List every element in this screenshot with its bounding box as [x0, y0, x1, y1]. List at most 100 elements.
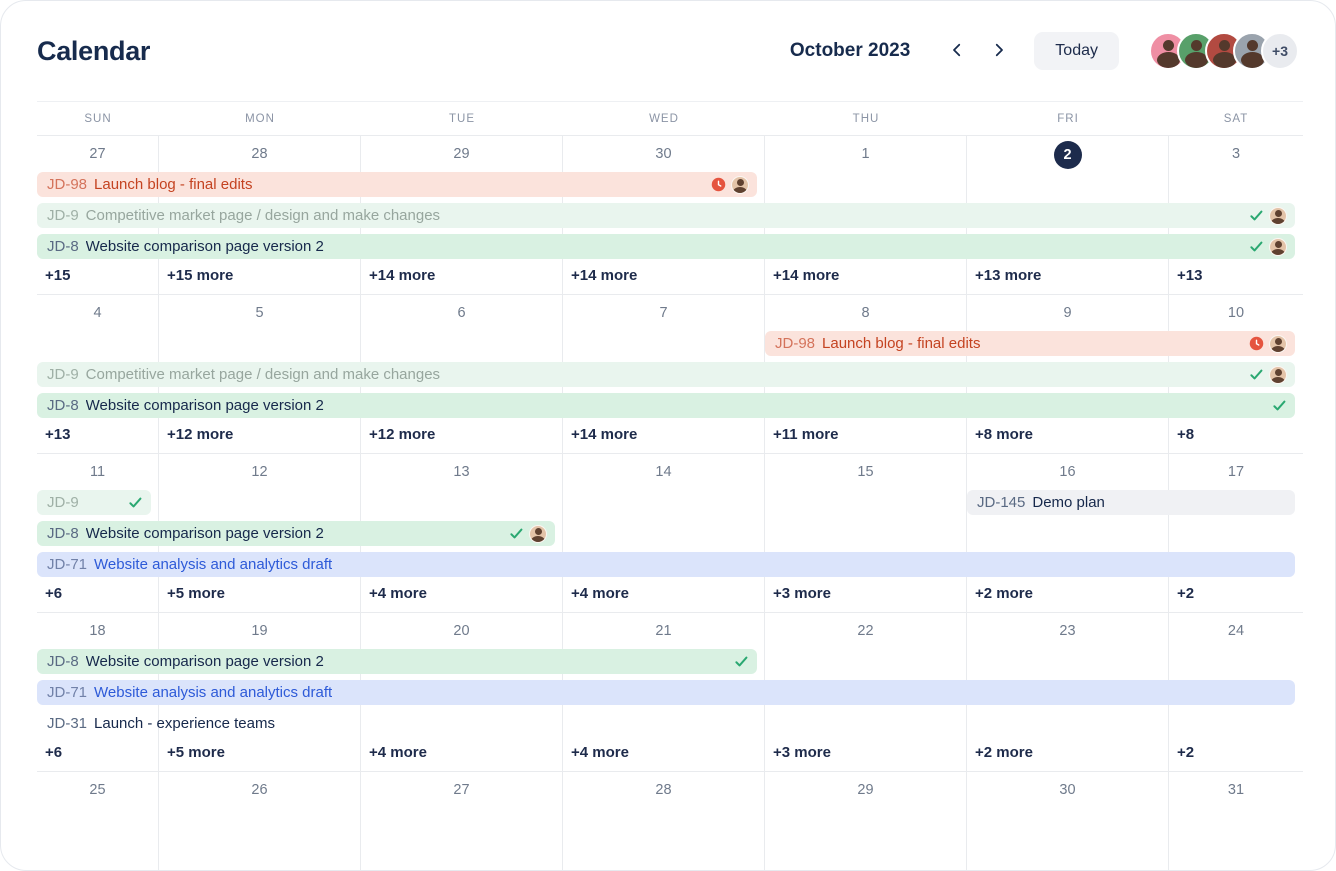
- event-jd-8[interactable]: JD-8 Website comparison page version 2: [37, 234, 1295, 259]
- date-number: 25: [89, 782, 106, 798]
- day-cell-25[interactable]: 25: [37, 772, 159, 870]
- more-row: +6 +5 more +4 more +4 more +3 more +2 more +2: [37, 740, 1303, 765]
- event-jd-98[interactable]: JD-98 Launch blog - final edits: [765, 331, 1295, 356]
- more-events-link[interactable]: +14 more: [571, 426, 638, 443]
- next-month-button[interactable]: [978, 35, 1020, 68]
- date-number: 26: [251, 782, 268, 798]
- event-jd-98[interactable]: JD-98 Launch blog - final edits: [37, 172, 757, 197]
- event-jd-9[interactable]: JD-9 Competitive market page / design and…: [37, 203, 1295, 228]
- more-events-link[interactable]: +4 more: [369, 744, 427, 761]
- more-events-link[interactable]: +6: [45, 585, 63, 602]
- event-icons: [1249, 237, 1287, 256]
- more-events-link[interactable]: +2 more: [975, 744, 1033, 761]
- day-cell-28[interactable]: 28: [563, 772, 765, 870]
- day-header-fri: FRI: [1057, 112, 1079, 125]
- date-number: 17: [1227, 464, 1245, 480]
- day-cell-16[interactable]: 16: [967, 454, 1169, 612]
- day-cell-13[interactable]: 13: [361, 454, 563, 612]
- day-cell-29[interactable]: 29: [765, 772, 967, 870]
- date-number: 5: [255, 305, 264, 321]
- day-header-mon: MON: [245, 112, 275, 125]
- more-events-link[interactable]: +13: [1177, 267, 1203, 284]
- assignee-avatar: [731, 175, 749, 194]
- more-events-link[interactable]: +13 more: [975, 267, 1042, 284]
- date-number: 3: [1231, 146, 1241, 162]
- event-icons: [1249, 334, 1287, 353]
- event-key: JD-8: [47, 397, 79, 414]
- today-date: 2: [1053, 141, 1082, 169]
- assignee-avatar: [1269, 365, 1287, 384]
- more-events-link[interactable]: +4 more: [369, 585, 427, 602]
- event-jd-8[interactable]: JD-8 Website comparison page version 2: [37, 521, 555, 546]
- day-cell-27[interactable]: 27: [361, 772, 563, 870]
- more-events-link[interactable]: +4 more: [571, 744, 629, 761]
- day-cell-15[interactable]: 15: [765, 454, 967, 612]
- day-cell-30[interactable]: 30: [967, 772, 1169, 870]
- event-jd-71[interactable]: JD-71 Website analysis and analytics draf…: [37, 552, 1295, 577]
- event-key: JD-71: [47, 684, 88, 701]
- date-number: 29: [857, 782, 874, 798]
- clock-icon: [1249, 336, 1264, 351]
- week-row-4: 18 19 20 21 22 23 24 JD-8 Website comparison pag…: [37, 613, 1303, 772]
- day-cell-14[interactable]: 14: [563, 454, 765, 612]
- chevron-right-icon: [990, 41, 1008, 62]
- more-events-link[interactable]: +5 more: [167, 585, 225, 602]
- avatar-overflow-badge[interactable]: +3: [1261, 32, 1299, 70]
- more-events-link[interactable]: +12 more: [167, 426, 234, 443]
- event-jd-31[interactable]: JD-31 Launch - experience teams: [37, 711, 1295, 736]
- event-key: JD-31: [47, 715, 88, 732]
- more-events-link[interactable]: +15: [45, 267, 71, 284]
- event-title: Launch blog - final edits: [822, 335, 981, 352]
- more-events-link[interactable]: +3 more: [773, 585, 831, 602]
- more-events-link[interactable]: +14 more: [571, 267, 638, 284]
- date-number: 21: [655, 623, 672, 639]
- more-events-link[interactable]: +12 more: [369, 426, 436, 443]
- more-events-link[interactable]: +2: [1177, 744, 1195, 761]
- date-number: 10: [1227, 305, 1245, 321]
- more-events-link[interactable]: +13: [45, 426, 71, 443]
- date-number: 30: [1059, 782, 1076, 798]
- more-events-link[interactable]: +8: [1177, 426, 1195, 443]
- event-jd-9[interactable]: JD-9: [37, 490, 151, 515]
- day-header-wed: WED: [649, 112, 679, 125]
- check-icon: [509, 526, 524, 541]
- prev-month-button[interactable]: [936, 35, 978, 68]
- event-jd-145[interactable]: JD-145 Demo plan: [967, 490, 1295, 515]
- more-events-link[interactable]: +11 more: [773, 426, 839, 443]
- event-jd-8[interactable]: JD-8 Website comparison page version 2: [37, 393, 1295, 418]
- event-key: JD-98: [47, 176, 88, 193]
- day-cell-31[interactable]: 31: [1169, 772, 1303, 870]
- event-key: JD-71: [47, 556, 88, 573]
- more-events-link[interactable]: +2: [1177, 585, 1195, 602]
- month-nav: October 2023 Today: [790, 32, 1119, 70]
- more-events-link[interactable]: +2 more: [975, 585, 1033, 602]
- day-cell-2[interactable]: 2: [967, 136, 1169, 294]
- event-title: Website analysis and analytics draft: [94, 684, 333, 701]
- event-title: Demo plan: [1032, 494, 1105, 511]
- more-events-link[interactable]: +14 more: [773, 267, 840, 284]
- day-cell-10[interactable]: 10: [1169, 295, 1303, 453]
- more-events-link[interactable]: +6: [45, 744, 63, 761]
- date-number: 31: [1227, 782, 1245, 798]
- today-button[interactable]: Today: [1034, 32, 1119, 70]
- day-cell-17[interactable]: 17: [1169, 454, 1303, 612]
- date-number: 11: [89, 464, 106, 480]
- day-cell-24[interactable]: 24: [1169, 613, 1303, 771]
- more-events-link[interactable]: +8 more: [975, 426, 1033, 443]
- more-events-link[interactable]: +15 more: [167, 267, 234, 284]
- more-events-link[interactable]: +3 more: [773, 744, 831, 761]
- date-number: 13: [453, 464, 470, 480]
- date-number: 23: [1059, 623, 1076, 639]
- date-number: 24: [1227, 623, 1245, 639]
- more-events-link[interactable]: +4 more: [571, 585, 629, 602]
- more-events-link[interactable]: +5 more: [167, 744, 225, 761]
- more-events-link[interactable]: +14 more: [369, 267, 436, 284]
- day-cell-26[interactable]: 26: [159, 772, 361, 870]
- event-jd-9[interactable]: JD-9 Competitive market page / design and…: [37, 362, 1295, 387]
- event-jd-71[interactable]: JD-71 Website analysis and analytics draf…: [37, 680, 1295, 705]
- day-header-sun: SUN: [84, 112, 112, 125]
- weeks: 27 28 29 30 1 2 3 JD-98 Launch blog - final edit…: [37, 136, 1303, 870]
- day-cell-3[interactable]: 3: [1169, 136, 1303, 294]
- event-jd-8[interactable]: JD-8 Website comparison page version 2: [37, 649, 757, 674]
